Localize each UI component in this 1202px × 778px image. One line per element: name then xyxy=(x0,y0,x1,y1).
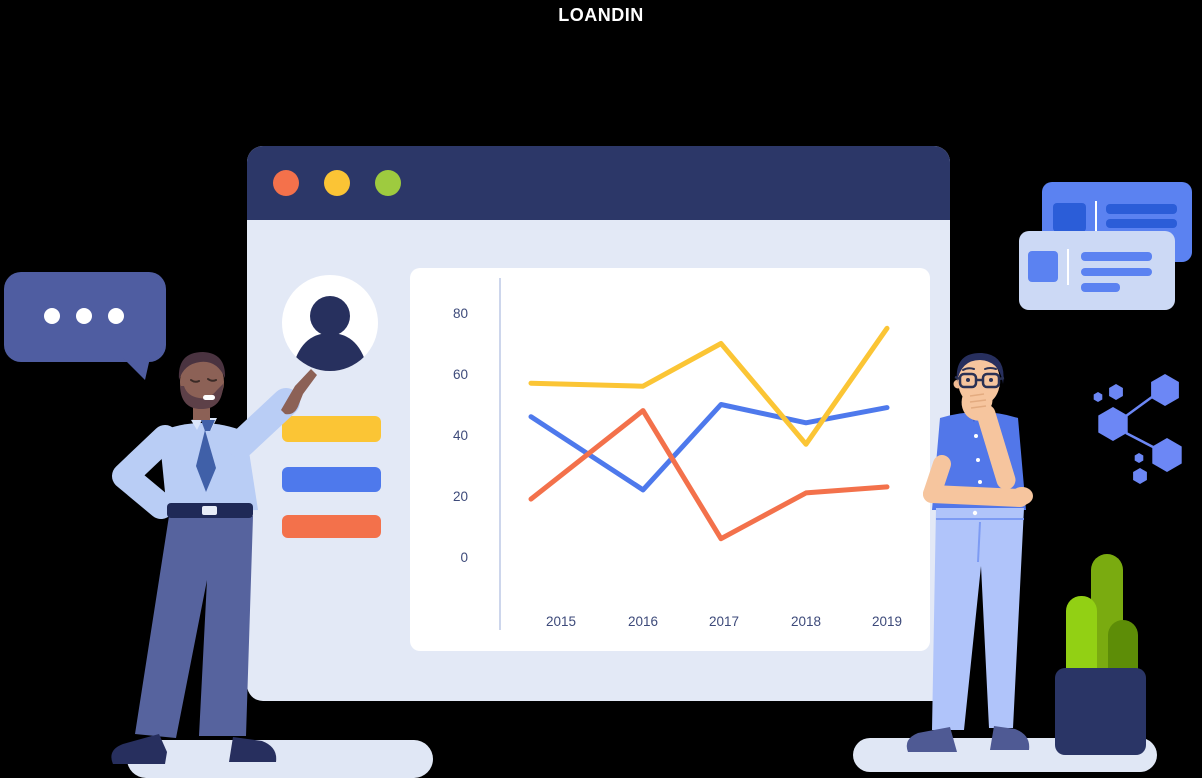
window-control-maximize-icon xyxy=(375,170,401,196)
line-chart: 80 60 40 20 0 2015 2016 2017 2018 2019 xyxy=(453,278,902,630)
right-person-eye xyxy=(966,378,970,382)
shirt-button xyxy=(976,458,980,462)
back-card-text-bar xyxy=(1106,204,1177,214)
left-person-shoe xyxy=(111,734,167,764)
hexagon-icon xyxy=(1093,392,1103,402)
chart-line-yellow xyxy=(528,325,890,447)
left-person-pointing-hand xyxy=(281,369,317,415)
belt-buckle xyxy=(202,506,217,515)
typing-dot-icon xyxy=(44,308,60,324)
browser-titlebar xyxy=(247,146,950,220)
hexagon-links xyxy=(1125,395,1154,449)
chart-line-blue xyxy=(528,402,890,493)
right-person-shoe xyxy=(906,727,957,752)
right-person-hand-on-chin xyxy=(961,388,993,421)
left-person-hair xyxy=(178,352,226,380)
window-control-minimize-icon xyxy=(324,170,350,196)
floating-cards xyxy=(1019,182,1192,310)
hexagon-link xyxy=(1125,431,1154,449)
back-card-text-bar xyxy=(1106,219,1177,228)
front-card-text-bar xyxy=(1081,252,1152,261)
browser-window: 80 60 40 20 0 2015 2016 2017 2018 2019 xyxy=(247,146,950,701)
pants-seam xyxy=(977,521,981,563)
typing-dot-icon xyxy=(108,308,124,324)
left-person-beard xyxy=(180,384,223,410)
right-person-eyebrows xyxy=(962,367,997,371)
user-avatar-icon xyxy=(282,275,378,371)
left-person-eyes xyxy=(190,378,217,383)
left-person-illustration xyxy=(111,352,317,764)
y-tick-label: 20 xyxy=(453,489,468,504)
speech-bubble-tail xyxy=(123,358,150,380)
user-avatar xyxy=(282,275,378,371)
y-tick-label: 40 xyxy=(453,428,468,443)
x-tick-label: 2017 xyxy=(709,614,739,629)
speech-bubble xyxy=(4,272,166,380)
left-person-shoe xyxy=(229,737,277,762)
hexagon-icon xyxy=(1151,374,1179,406)
hexagon-icon xyxy=(1133,468,1147,484)
left-person-mouth xyxy=(203,395,215,400)
glasses-icon xyxy=(954,372,1005,389)
front-card-text-bar xyxy=(1081,283,1120,292)
hexagon-icon xyxy=(1109,384,1123,400)
y-tick-label: 80 xyxy=(453,306,468,321)
left-person-pants xyxy=(135,516,253,738)
skeleton-text-bar xyxy=(282,467,381,492)
x-tick-label: 2019 xyxy=(872,614,902,629)
x-tick-label: 2018 xyxy=(791,614,821,629)
left-person-hip-arm xyxy=(112,425,178,519)
shirt-button xyxy=(974,434,978,438)
right-person-chin-arm xyxy=(976,404,1016,490)
typing-dot-icon xyxy=(76,308,92,324)
chart-lines xyxy=(528,325,890,542)
right-person-hand xyxy=(1011,487,1033,505)
window-control-close-icon xyxy=(273,170,299,196)
hexagon-icon xyxy=(1098,407,1128,441)
skeleton-text-bar xyxy=(282,416,381,442)
chart-card: 80 60 40 20 0 2015 2016 2017 2018 2019 xyxy=(410,268,930,651)
right-person-eye xyxy=(989,378,993,382)
front-card-text-bar xyxy=(1081,268,1152,276)
x-axis-labels: 2015 2016 2017 2018 2019 xyxy=(546,614,902,629)
pants-button xyxy=(972,510,978,516)
y-tick-label: 60 xyxy=(453,367,468,382)
x-tick-label: 2016 xyxy=(628,614,658,629)
plant-pot xyxy=(1055,668,1146,755)
potted-plant xyxy=(1055,554,1146,755)
left-person-pointing-arm xyxy=(227,388,300,458)
right-person-pants xyxy=(932,508,1024,730)
tie xyxy=(196,430,216,492)
chart-line-orange xyxy=(528,408,890,542)
hexagons xyxy=(1093,374,1182,484)
y-tick-label: 0 xyxy=(460,550,468,565)
shirt-button xyxy=(978,480,982,484)
right-person-shoe xyxy=(990,726,1030,750)
back-card-thumbnail xyxy=(1053,203,1086,232)
tie-knot xyxy=(201,420,215,431)
hexagon-link xyxy=(1125,395,1153,418)
hexagon-icon xyxy=(1134,453,1144,463)
hexagon-network-icon xyxy=(1093,374,1182,484)
right-person-illustration xyxy=(906,352,1033,752)
shirt-collar xyxy=(191,418,203,430)
right-person-crossed-forearm xyxy=(923,485,1029,507)
page-title: LOANDIN xyxy=(558,5,644,25)
right-person-hair xyxy=(956,352,1004,384)
hand-finger-lines xyxy=(969,393,987,409)
x-tick-label: 2015 xyxy=(546,614,576,629)
hexagon-icon xyxy=(1152,438,1182,472)
cactus-stalk-left xyxy=(1066,596,1097,686)
skeleton-text-bar xyxy=(282,515,381,538)
ground-left xyxy=(127,740,433,778)
front-card-thumbnail xyxy=(1028,251,1058,282)
y-axis-labels: 80 60 40 20 0 xyxy=(453,306,468,565)
